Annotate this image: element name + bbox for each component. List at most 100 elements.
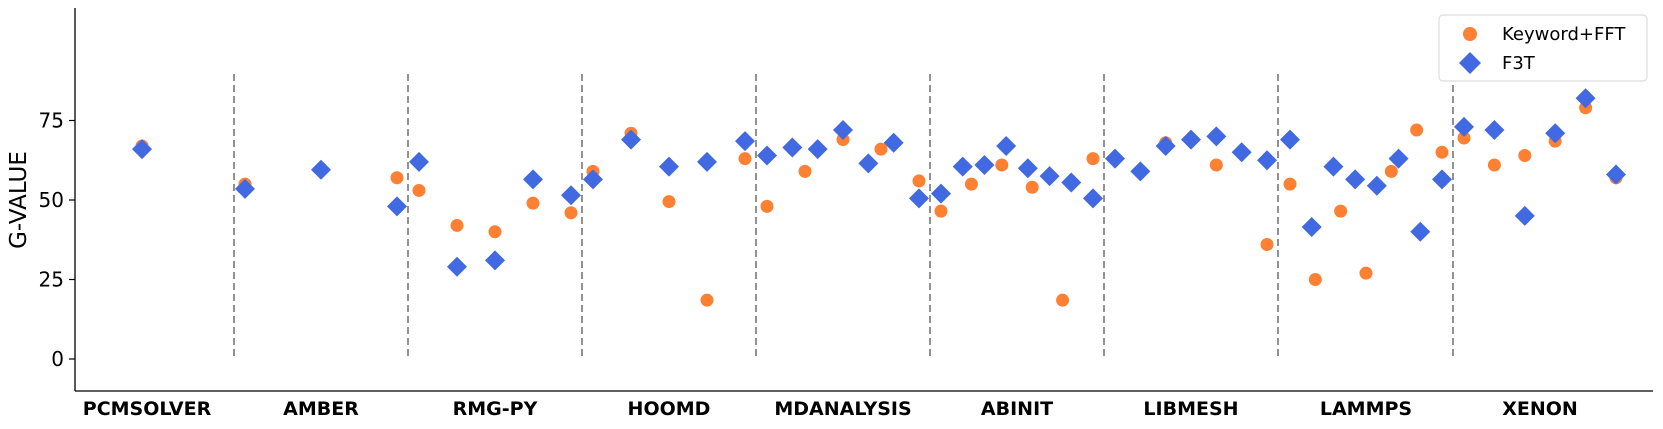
point-f3t: [1017, 158, 1038, 179]
category-label: XENON: [1502, 398, 1578, 420]
point-f3t: [931, 183, 951, 204]
category-label: LIBMESH: [1143, 398, 1238, 420]
point-f3t: [782, 137, 803, 158]
point-keyword-fft: [912, 174, 926, 188]
point-keyword-fft: [1056, 293, 1070, 307]
point-f3t: [1514, 205, 1535, 226]
y-axis-title: G-VALUE: [6, 151, 32, 249]
y-tick-label: 50: [39, 188, 64, 212]
point-keyword-fft: [1435, 145, 1449, 159]
point-f3t: [311, 159, 331, 180]
y-ticks: 0 25 50 75: [39, 109, 75, 371]
point-keyword-fft: [1209, 158, 1223, 172]
point-keyword-fft: [798, 164, 812, 178]
y-tick-label: 25: [39, 268, 64, 292]
point-f3t: [659, 156, 679, 177]
point-f3t: [1181, 129, 1201, 150]
point-f3t: [1388, 148, 1409, 169]
point-keyword-fft: [1384, 164, 1398, 178]
point-keyword-fft: [1283, 177, 1297, 191]
point-f3t: [1606, 164, 1626, 185]
point-f3t: [952, 156, 973, 177]
point-keyword-fft: [995, 158, 1009, 172]
legend-label-f3t: F3T: [1502, 53, 1536, 74]
legend: Keyword+FFT F3T: [1438, 14, 1648, 82]
axes: [74, 8, 1653, 392]
y-tick-label: 75: [39, 109, 64, 133]
point-f3t: [583, 169, 603, 190]
point-keyword-fft: [1359, 266, 1373, 280]
point-f3t: [757, 145, 777, 166]
point-f3t: [1323, 156, 1344, 177]
category-label: HOOMD: [628, 398, 711, 420]
point-keyword-fft: [1025, 180, 1039, 194]
point-keyword-fft: [488, 225, 502, 239]
category-label: LAMMPS: [1320, 398, 1412, 420]
point-f3t: [132, 139, 152, 160]
point-f3t: [235, 178, 255, 199]
point-f3t: [1545, 123, 1566, 144]
point-keyword-fft: [1518, 148, 1532, 162]
point-keyword-fft: [874, 142, 888, 156]
point-f3t: [1454, 116, 1474, 137]
point-f3t: [523, 169, 543, 190]
point-f3t: [1575, 88, 1596, 109]
point-f3t: [996, 135, 1017, 156]
category-labels: PCMSOLVER AMBER RMG-PY HOOMD MDANALYSIS ABINI…: [83, 398, 1578, 420]
point-keyword-fft: [412, 183, 426, 197]
point-f3t: [1301, 217, 1322, 238]
point-f3t: [1484, 120, 1505, 141]
point-keyword-fft: [450, 218, 464, 232]
point-f3t: [1061, 172, 1082, 193]
point-f3t: [561, 185, 581, 206]
category-label: RMG-PY: [453, 398, 538, 420]
point-f3t: [807, 139, 828, 160]
category-label: ABINIT: [981, 398, 1053, 420]
point-f3t: [1206, 126, 1227, 147]
point-f3t: [1039, 166, 1060, 187]
category-label: AMBER: [283, 398, 359, 420]
point-f3t: [447, 256, 467, 277]
point-f3t: [833, 120, 853, 141]
data-points: [132, 88, 1626, 307]
point-keyword-fft: [390, 171, 404, 185]
point-f3t: [1432, 169, 1452, 190]
point-keyword-fft: [1308, 273, 1322, 286]
point-keyword-fft: [564, 206, 578, 220]
point-f3t: [1410, 221, 1431, 242]
point-f3t: [1231, 142, 1252, 163]
point-keyword-fft: [964, 177, 978, 191]
point-f3t: [1130, 161, 1151, 182]
point-keyword-fft: [1086, 152, 1100, 166]
point-f3t: [1280, 129, 1300, 150]
point-f3t: [621, 129, 641, 150]
point-keyword-fft: [1487, 158, 1501, 172]
point-keyword-fft: [526, 196, 540, 210]
point-f3t: [409, 151, 429, 172]
legend-marker-f3t: [1459, 52, 1481, 74]
legend-label-keyword-fft: Keyword+FFT: [1502, 24, 1626, 45]
point-keyword-fft: [1410, 123, 1424, 137]
category-label: PCMSOLVER: [83, 398, 212, 420]
point-f3t: [1257, 150, 1277, 171]
point-f3t: [735, 131, 755, 152]
point-f3t: [1155, 135, 1176, 156]
point-f3t: [697, 151, 717, 172]
point-keyword-fft: [738, 152, 752, 166]
point-f3t: [909, 188, 929, 209]
point-f3t: [858, 153, 879, 174]
point-keyword-fft: [662, 195, 676, 209]
category-label: MDANALYSIS: [774, 398, 911, 420]
point-f3t: [485, 250, 505, 271]
point-keyword-fft: [1334, 204, 1348, 218]
point-keyword-fft: [1457, 131, 1471, 145]
point-keyword-fft: [1260, 238, 1274, 252]
point-f3t: [1345, 169, 1366, 190]
point-keyword-fft: [760, 199, 774, 213]
point-f3t: [883, 132, 904, 153]
legend-marker-keyword-fft: [1463, 27, 1477, 41]
point-f3t: [387, 196, 407, 217]
point-keyword-fft: [700, 293, 714, 307]
y-tick-label: 0: [51, 347, 64, 371]
